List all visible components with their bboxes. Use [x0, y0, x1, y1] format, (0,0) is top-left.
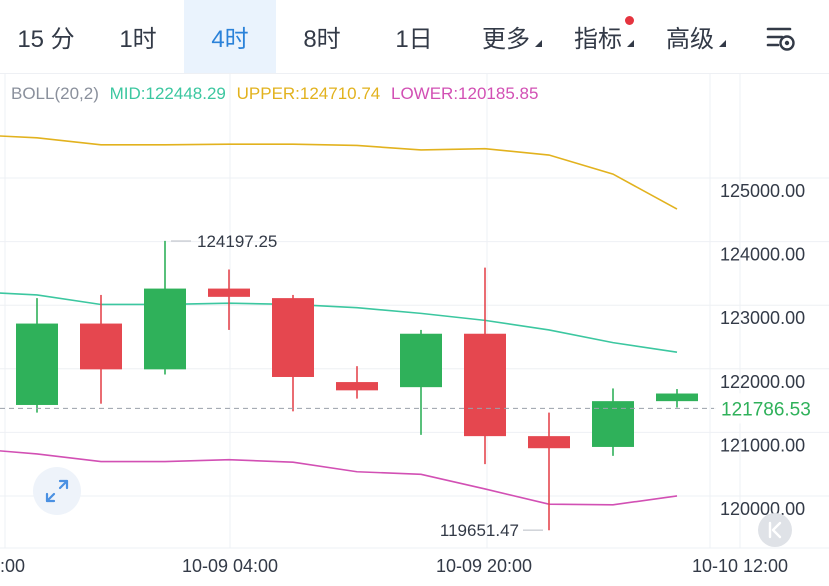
y-tick-label: 121000.00	[720, 435, 805, 455]
dropdown-triangle-icon	[719, 40, 726, 47]
x-tick-label: 10-09 04:00	[182, 556, 278, 576]
tab-15m[interactable]: 15 分	[0, 0, 92, 73]
tab-indicators[interactable]: 指标	[552, 0, 644, 73]
boll-mid: MID:122448.29	[109, 84, 226, 103]
expand-icon	[45, 479, 69, 503]
boll-upper: UPPER:124710.74	[236, 84, 381, 103]
tab-8h[interactable]: 8时	[276, 0, 368, 73]
timeframe-toolbar: 15 分 1时 4时 8时 1日 更多 指标 高级	[0, 0, 829, 74]
candle-body[interactable]	[80, 323, 122, 370]
tab-1d[interactable]: 1日	[368, 0, 460, 73]
candle-body[interactable]	[336, 382, 378, 391]
y-tick-label: 124000.00	[720, 245, 805, 265]
candle-body[interactable]	[16, 323, 58, 405]
candle-body[interactable]	[272, 298, 314, 377]
tab-label: 8时	[303, 26, 341, 53]
x-tick-label: 10-09 20:00	[436, 556, 532, 576]
tab-more[interactable]: 更多	[460, 0, 552, 73]
tab-label: 指标	[574, 26, 622, 53]
expand-button[interactable]	[33, 467, 81, 515]
tab-label: 1时	[119, 26, 157, 53]
y-tick-label: 122000.00	[720, 372, 805, 392]
candle-body[interactable]	[144, 288, 186, 370]
y-tick-label: 125000.00	[720, 181, 805, 201]
tab-4h[interactable]: 4时	[184, 0, 276, 73]
boll-mid-line	[0, 292, 678, 353]
boll-legend: BOLL(20,2) MID:122448.29 UPPER:124710.74…	[11, 84, 544, 104]
candlestick-chart[interactable]: 124197.25 119651.47 121786.53 120000.00 1210…	[0, 74, 829, 586]
candle-body[interactable]	[528, 436, 570, 449]
tab-1h[interactable]: 1时	[92, 0, 184, 73]
dropdown-triangle-icon	[535, 40, 542, 47]
skip-to-end-icon	[768, 521, 782, 539]
scroll-to-latest-button[interactable]	[758, 513, 792, 547]
y-tick-label: 123000.00	[720, 308, 805, 328]
tab-label: 高级	[666, 26, 714, 53]
current-price-label: 121786.53	[721, 399, 811, 420]
candle-body[interactable]	[656, 393, 698, 402]
max-price-annotation: 124197.25	[197, 232, 277, 251]
dropdown-triangle-icon	[627, 40, 634, 47]
candle-body[interactable]	[400, 333, 442, 388]
tab-label: 1日	[395, 26, 433, 53]
tab-label: 15 分	[17, 26, 75, 53]
x-tick-label: :00	[0, 556, 25, 576]
candle-body[interactable]	[464, 333, 506, 437]
notification-dot	[625, 16, 634, 25]
boll-lower: LOWER:120185.85	[391, 84, 539, 103]
boll-upper-line	[0, 135, 678, 210]
min-price-annotation: 119651.47	[440, 521, 519, 540]
current-price-label-bg	[714, 393, 826, 424]
x-tick-label: 10-10 12:00	[692, 556, 788, 576]
chart-settings-icon[interactable]	[760, 18, 800, 58]
candle-body[interactable]	[208, 288, 250, 297]
boll-lower-line	[0, 450, 678, 506]
tab-label: 更多	[482, 26, 530, 53]
y-tick-label: 120000.00	[720, 499, 805, 519]
tab-label: 4时	[211, 26, 249, 53]
tab-advanced[interactable]: 高级	[644, 0, 736, 73]
boll-name: BOLL(20,2)	[11, 84, 99, 103]
